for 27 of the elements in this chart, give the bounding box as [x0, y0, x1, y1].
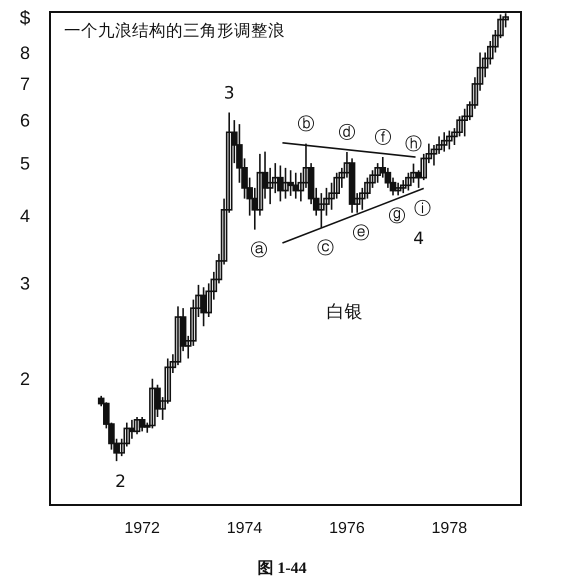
x-tick-label: 1978	[432, 520, 468, 537]
annotation: ⓔ	[352, 224, 370, 244]
annotation: 2	[115, 472, 126, 492]
annotation: 3	[224, 83, 235, 104]
text: 一个九浪结构的三角形调整浪	[64, 21, 285, 40]
x-tick-label: 1974	[226, 520, 262, 537]
x-tick-label: 1972	[124, 520, 160, 537]
y-axis-title: $	[20, 8, 31, 29]
annotation: ⓘ	[414, 198, 432, 219]
y-tick-label: 2	[20, 369, 30, 390]
annotation: ⓖ	[388, 206, 406, 226]
annotation: ⓒ	[316, 238, 334, 259]
annotation: ⓐ	[250, 240, 268, 261]
y-tick-label: 4	[20, 206, 30, 226]
y-tick-label: 6	[20, 110, 30, 130]
annotation: ⓗ	[404, 134, 422, 155]
annotation: ⓕ	[374, 128, 392, 148]
y-tick-label: 3	[20, 274, 30, 294]
caption: 图 1-44	[257, 560, 307, 577]
y-tick-label: 5	[20, 153, 30, 174]
x-tick-label: 1976	[329, 520, 365, 537]
annotation: ⓑ	[297, 114, 314, 135]
y-tick-label: 7	[20, 74, 30, 94]
annotation: ⓓ	[338, 123, 356, 144]
y-tick-label: 8	[20, 42, 30, 63]
annotation: 4	[413, 228, 424, 249]
text: 白银	[326, 302, 362, 322]
